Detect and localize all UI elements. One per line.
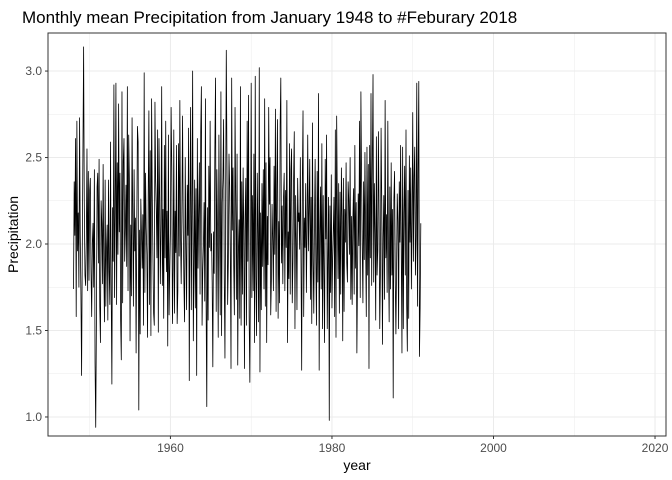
y-tick-label: 1.0 <box>25 410 42 424</box>
x-tick-label: 1960 <box>157 441 184 455</box>
plot-panel <box>47 32 667 437</box>
x-axis-title: year <box>343 457 371 473</box>
x-tick-label: 2020 <box>642 441 669 455</box>
x-axis: 1960 1980 2000 2020 <box>157 436 669 455</box>
y-tick-label: 1.5 <box>25 323 42 337</box>
series-layer <box>73 46 422 428</box>
y-tick-label: 3.0 <box>25 64 42 78</box>
x-tick-label: 1980 <box>319 441 346 455</box>
series-line-1 <box>73 46 422 428</box>
chart-title: Monthly mean Precipitation from January … <box>22 8 517 27</box>
panel-border <box>47 32 667 437</box>
y-tick-label: 2.0 <box>25 237 42 251</box>
y-tick-label: 2.5 <box>25 151 42 165</box>
y-axis: 1.0 1.5 2.0 2.5 3.0 <box>25 64 48 424</box>
y-axis-title: Precipitation <box>5 196 21 273</box>
x-tick-label: 2000 <box>480 441 507 455</box>
